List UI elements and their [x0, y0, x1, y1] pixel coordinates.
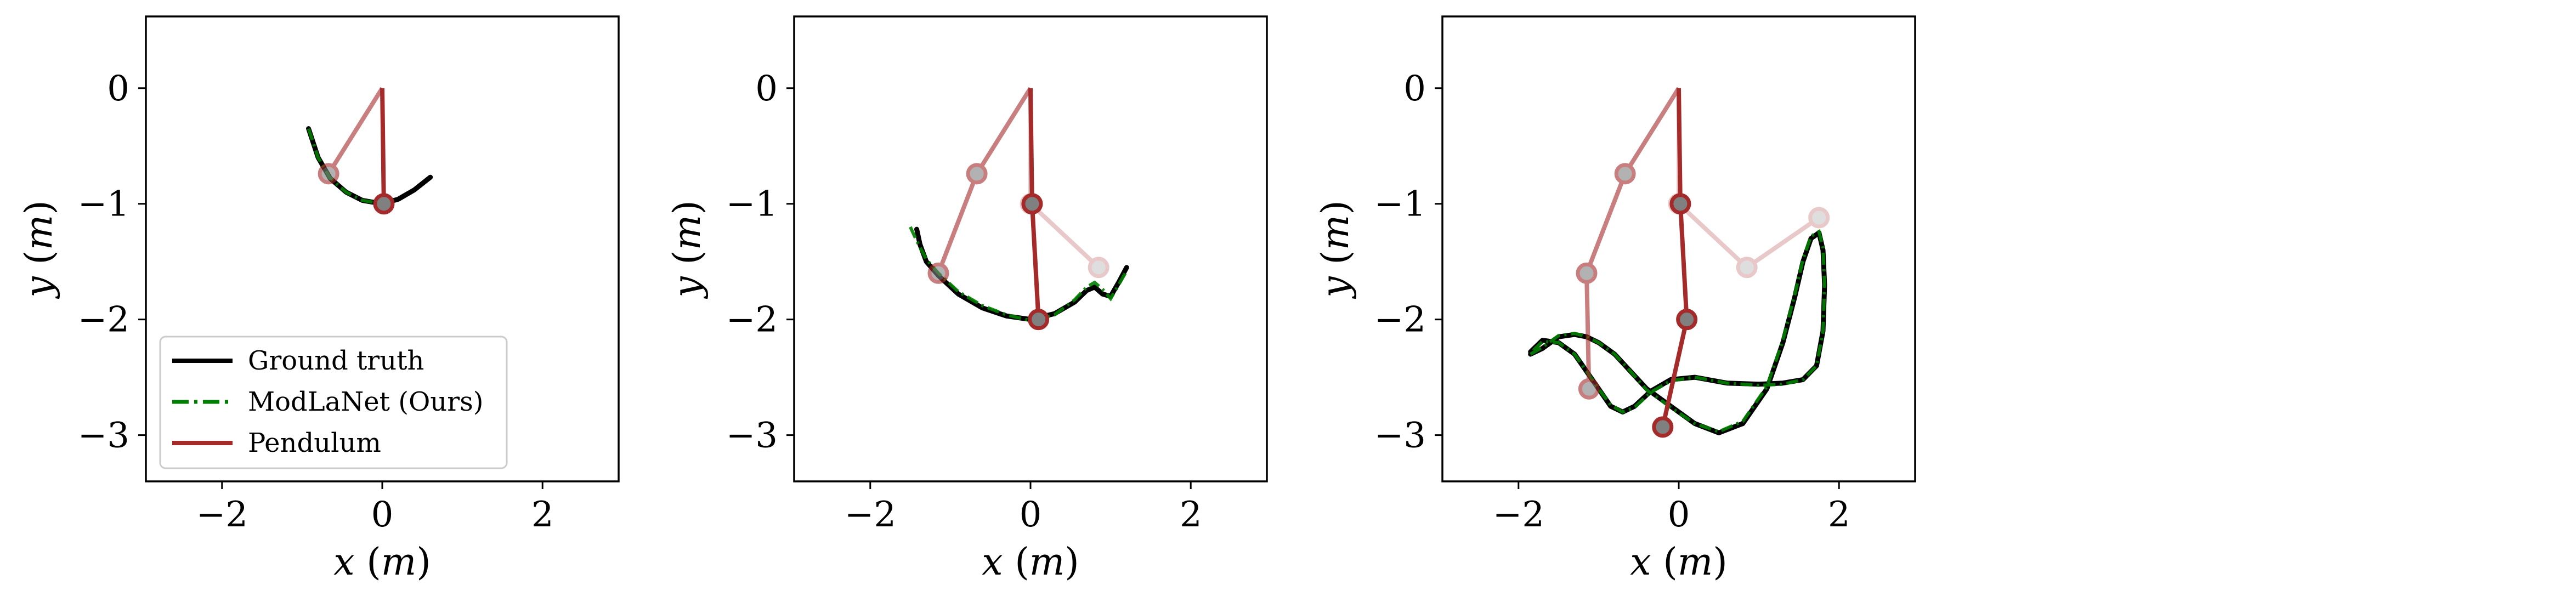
legend-label: Ground truth [248, 345, 424, 376]
pendulum-2 [1576, 87, 1681, 400]
plot-area [306, 87, 433, 215]
pendulum-bob [966, 163, 988, 185]
axes-frame [793, 15, 1268, 482]
pendulum-3 [1652, 88, 1698, 438]
x-axis-label: x (m) [982, 541, 1079, 584]
pendulum-bob [1669, 193, 1691, 215]
pendulum-bob [1652, 416, 1674, 438]
y-axis-label: y (m) [666, 200, 709, 299]
pendulum-bob [927, 262, 949, 284]
x-tick-label: −2 [1493, 495, 1544, 535]
pendulum-bob [1578, 378, 1600, 400]
x-axis-label: x (m) [1630, 541, 1728, 584]
pendulum-bob [1614, 163, 1636, 185]
pendulum-arm [326, 87, 384, 175]
chart-panel-1: −2 0 2 0 −1 −2 −3 x (m) y (m) Ground truth ModLaNe… [18, 15, 620, 584]
x-tick-label: −2 [845, 495, 896, 535]
chart-panel-2: −2 0 2 0 −1 −2 −3 x (m) y (m) [666, 15, 1268, 584]
pendulum-bob [1021, 193, 1043, 215]
pendulum-bob [318, 163, 339, 185]
y-tick-label: −3 [726, 416, 778, 456]
pendulum-bob [373, 193, 395, 215]
pendulum-2 [373, 88, 395, 215]
y-axis-label: y (m) [18, 200, 61, 299]
y-tick-label: −3 [78, 416, 129, 456]
y-tick-label: −2 [726, 300, 778, 340]
y-tick-label: −2 [1374, 300, 1426, 340]
x-tick-label: 0 [1020, 495, 1042, 535]
y-tick-label: −2 [78, 300, 129, 340]
legend-label: Pendulum [248, 428, 381, 458]
x-tick-label: 2 [531, 495, 554, 535]
y-tick-label: −1 [726, 184, 778, 225]
y-tick-label: −1 [78, 184, 129, 225]
y-tick-label: −3 [1374, 416, 1426, 456]
pendulum-bob [1576, 262, 1598, 284]
axes-frame [145, 15, 620, 482]
legend-box [159, 336, 508, 469]
x-tick-label: 0 [1668, 495, 1690, 535]
x-tick-label: −2 [196, 495, 248, 535]
pendulum-1 [318, 87, 384, 185]
y-tick-label: 0 [755, 69, 778, 109]
prediction-line [307, 128, 395, 206]
pendulum-bob [1676, 309, 1698, 331]
y-tick-label: 0 [107, 69, 129, 109]
plot-area [909, 87, 1129, 331]
pendulum-arm [1660, 88, 1689, 428]
x-tick-label: 0 [371, 495, 394, 535]
pendulum-2 [927, 87, 1033, 284]
pendulum-bob [1088, 257, 1109, 279]
pendulum-3 [1021, 88, 1050, 331]
legend-label: ModLaNet (Ours) [248, 387, 484, 417]
y-axis-label: y (m) [1314, 200, 1357, 299]
panels: −2 0 2 0 −1 −2 −3 x (m) y (m) Ground truth ModLaNe… [18, 15, 1916, 584]
pendulum-arm [1584, 87, 1681, 389]
pendulum-bob [1028, 309, 1050, 331]
pendulum-bob [1736, 257, 1758, 279]
chart-panel-3: −2 0 2 0 −1 −2 −3 x (m) y (m) [1314, 15, 1916, 584]
x-axis-label: x (m) [333, 541, 431, 584]
plot-area [1528, 87, 1830, 438]
prediction-line [1529, 229, 1826, 434]
pendulum-arm [380, 88, 386, 204]
x-tick-label: 2 [1828, 495, 1850, 535]
legend: Ground truth ModLaNet (Ours) Pendulum [159, 336, 508, 469]
axes-frame [1441, 15, 1916, 482]
x-tick-label: 2 [1180, 495, 1202, 535]
y-tick-label: 0 [1403, 69, 1426, 109]
y-tick-label: −1 [1374, 184, 1426, 225]
pendulum-bob [1808, 207, 1830, 229]
